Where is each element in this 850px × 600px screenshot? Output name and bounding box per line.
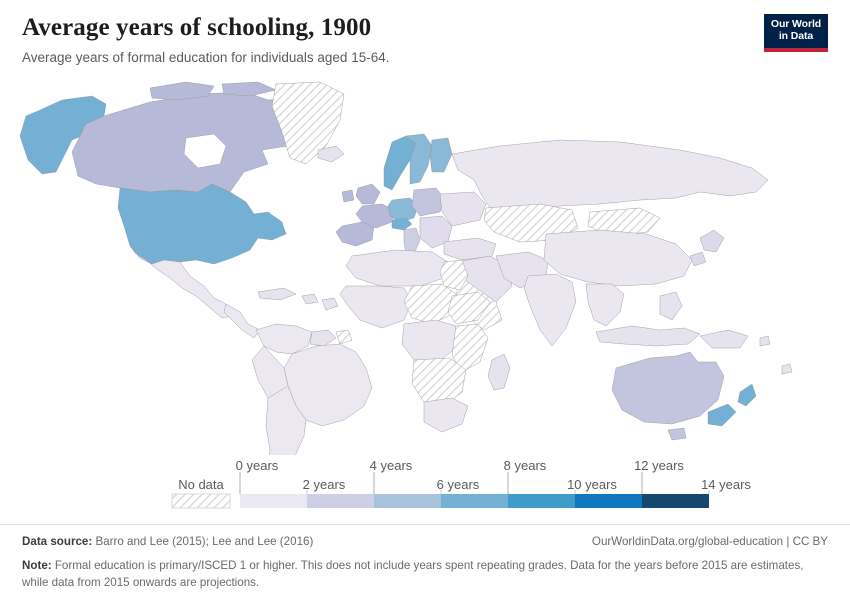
region-central-africa[interactable] xyxy=(402,320,456,362)
data-source: Data source: Barro and Lee (2015); Lee a… xyxy=(22,534,313,550)
legend-nodata-swatch[interactable] xyxy=(171,493,231,509)
region-mongolia[interactable] xyxy=(588,208,660,236)
map-legend: No data 0 years 4 years 8 years 12 years xyxy=(0,458,850,516)
page-subtitle: Average years of formal education for in… xyxy=(22,50,390,65)
legend-bin-5[interactable] xyxy=(575,494,642,508)
owid-logo-line2: in Data xyxy=(778,30,814,42)
map-svg xyxy=(0,80,850,455)
legend-bin-3[interactable] xyxy=(441,494,508,508)
data-source-label: Data source: xyxy=(22,535,93,548)
region-china[interactable] xyxy=(544,230,692,286)
legend-label-4-years: 4 years xyxy=(370,458,413,473)
region-chile-argentina[interactable] xyxy=(262,386,306,455)
region-united-states[interactable] xyxy=(118,184,286,264)
region-tasmania[interactable] xyxy=(668,428,686,440)
legend-label-2-years: 2 years xyxy=(303,477,346,492)
source-row: Data source: Barro and Lee (2015); Lee a… xyxy=(22,534,828,550)
region-philippines[interactable] xyxy=(660,292,682,320)
legend-label-12-years: 12 years xyxy=(634,458,684,473)
region-iceland[interactable] xyxy=(318,146,344,162)
region-australia[interactable] xyxy=(612,352,724,424)
region-indonesia[interactable] xyxy=(596,326,700,346)
note-text: Formal education is primary/ISCED 1 or h… xyxy=(22,558,804,590)
region-russia[interactable] xyxy=(452,140,768,210)
region-uk-ireland[interactable] xyxy=(342,184,380,204)
legend-label-6-years: 6 years xyxy=(437,477,480,492)
chart-note: Note: Formal education is primary/ISCED … xyxy=(22,557,822,592)
region-caribbean[interactable] xyxy=(258,288,338,310)
legend-label-0-years: 0 years xyxy=(236,458,279,473)
owid-logo-line1: Our World xyxy=(770,18,822,31)
region-horn-of-africa[interactable] xyxy=(448,292,490,324)
region-southeast-asia[interactable] xyxy=(586,284,624,326)
legend-bin-1[interactable] xyxy=(307,494,374,508)
region-korea-japan[interactable] xyxy=(690,230,724,266)
owid-logo[interactable]: Our World in Data xyxy=(764,14,828,52)
region-madagascar[interactable] xyxy=(488,354,510,390)
region-switzerland-austria[interactable] xyxy=(392,218,412,230)
legend-bin-4[interactable] xyxy=(508,494,575,508)
region-france[interactable] xyxy=(356,204,394,228)
region-india[interactable] xyxy=(524,274,576,346)
region-greenland[interactable] xyxy=(272,82,344,164)
region-colombia-venezuela[interactable] xyxy=(256,324,312,354)
legend-label-14-years: 14 years xyxy=(701,477,751,492)
region-southern-africa-hatched[interactable] xyxy=(412,358,466,406)
region-new-guinea[interactable] xyxy=(700,330,748,348)
region-hudson-bay xyxy=(184,134,226,168)
region-east-africa-hatched[interactable] xyxy=(452,324,488,372)
region-ukraine-belarus[interactable] xyxy=(440,192,486,226)
chart-header: Average years of schooling, 1900 Average… xyxy=(0,0,850,67)
region-west-africa[interactable] xyxy=(340,286,412,328)
region-central-america[interactable] xyxy=(224,304,260,338)
region-pacific-islands[interactable] xyxy=(760,336,792,374)
chart-footer: Data source: Barro and Lee (2015); Lee a… xyxy=(0,524,850,591)
legend-svg: No data 0 years 4 years 8 years 12 years xyxy=(171,458,751,509)
region-canada-arctic-islands[interactable] xyxy=(150,82,276,100)
region-sweden-finland[interactable] xyxy=(406,134,452,184)
legend-label-10-years: 10 years xyxy=(567,477,617,492)
legend-bin-0[interactable] xyxy=(240,494,307,508)
data-source-text: Barro and Lee (2015); Lee and Lee (2016) xyxy=(92,535,314,548)
region-iberia[interactable] xyxy=(336,222,374,246)
region-north-africa[interactable] xyxy=(346,250,448,286)
region-egypt[interactable] xyxy=(440,260,468,290)
note-label: Note: xyxy=(22,558,52,572)
region-turkey-caucasus[interactable] xyxy=(444,238,496,260)
region-sahel-hatched[interactable] xyxy=(404,284,456,324)
legend-label-8-years: 8 years xyxy=(504,458,547,473)
page-title: Average years of schooling, 1900 xyxy=(22,14,372,41)
region-new-zealand[interactable] xyxy=(708,384,756,426)
region-french-guiana[interactable] xyxy=(336,330,352,344)
region-guyana-suriname[interactable] xyxy=(310,330,336,346)
legend-bin-6[interactable] xyxy=(642,494,709,508)
world-choropleth-map[interactable] xyxy=(0,80,850,455)
attribution-link[interactable]: OurWorldinData.org/global-education | CC… xyxy=(591,535,828,548)
region-south-africa[interactable] xyxy=(424,398,468,432)
legend-bin-2[interactable] xyxy=(374,494,441,508)
region-poland-baltics[interactable] xyxy=(412,188,444,216)
legend-nodata-label: No data xyxy=(178,477,224,492)
